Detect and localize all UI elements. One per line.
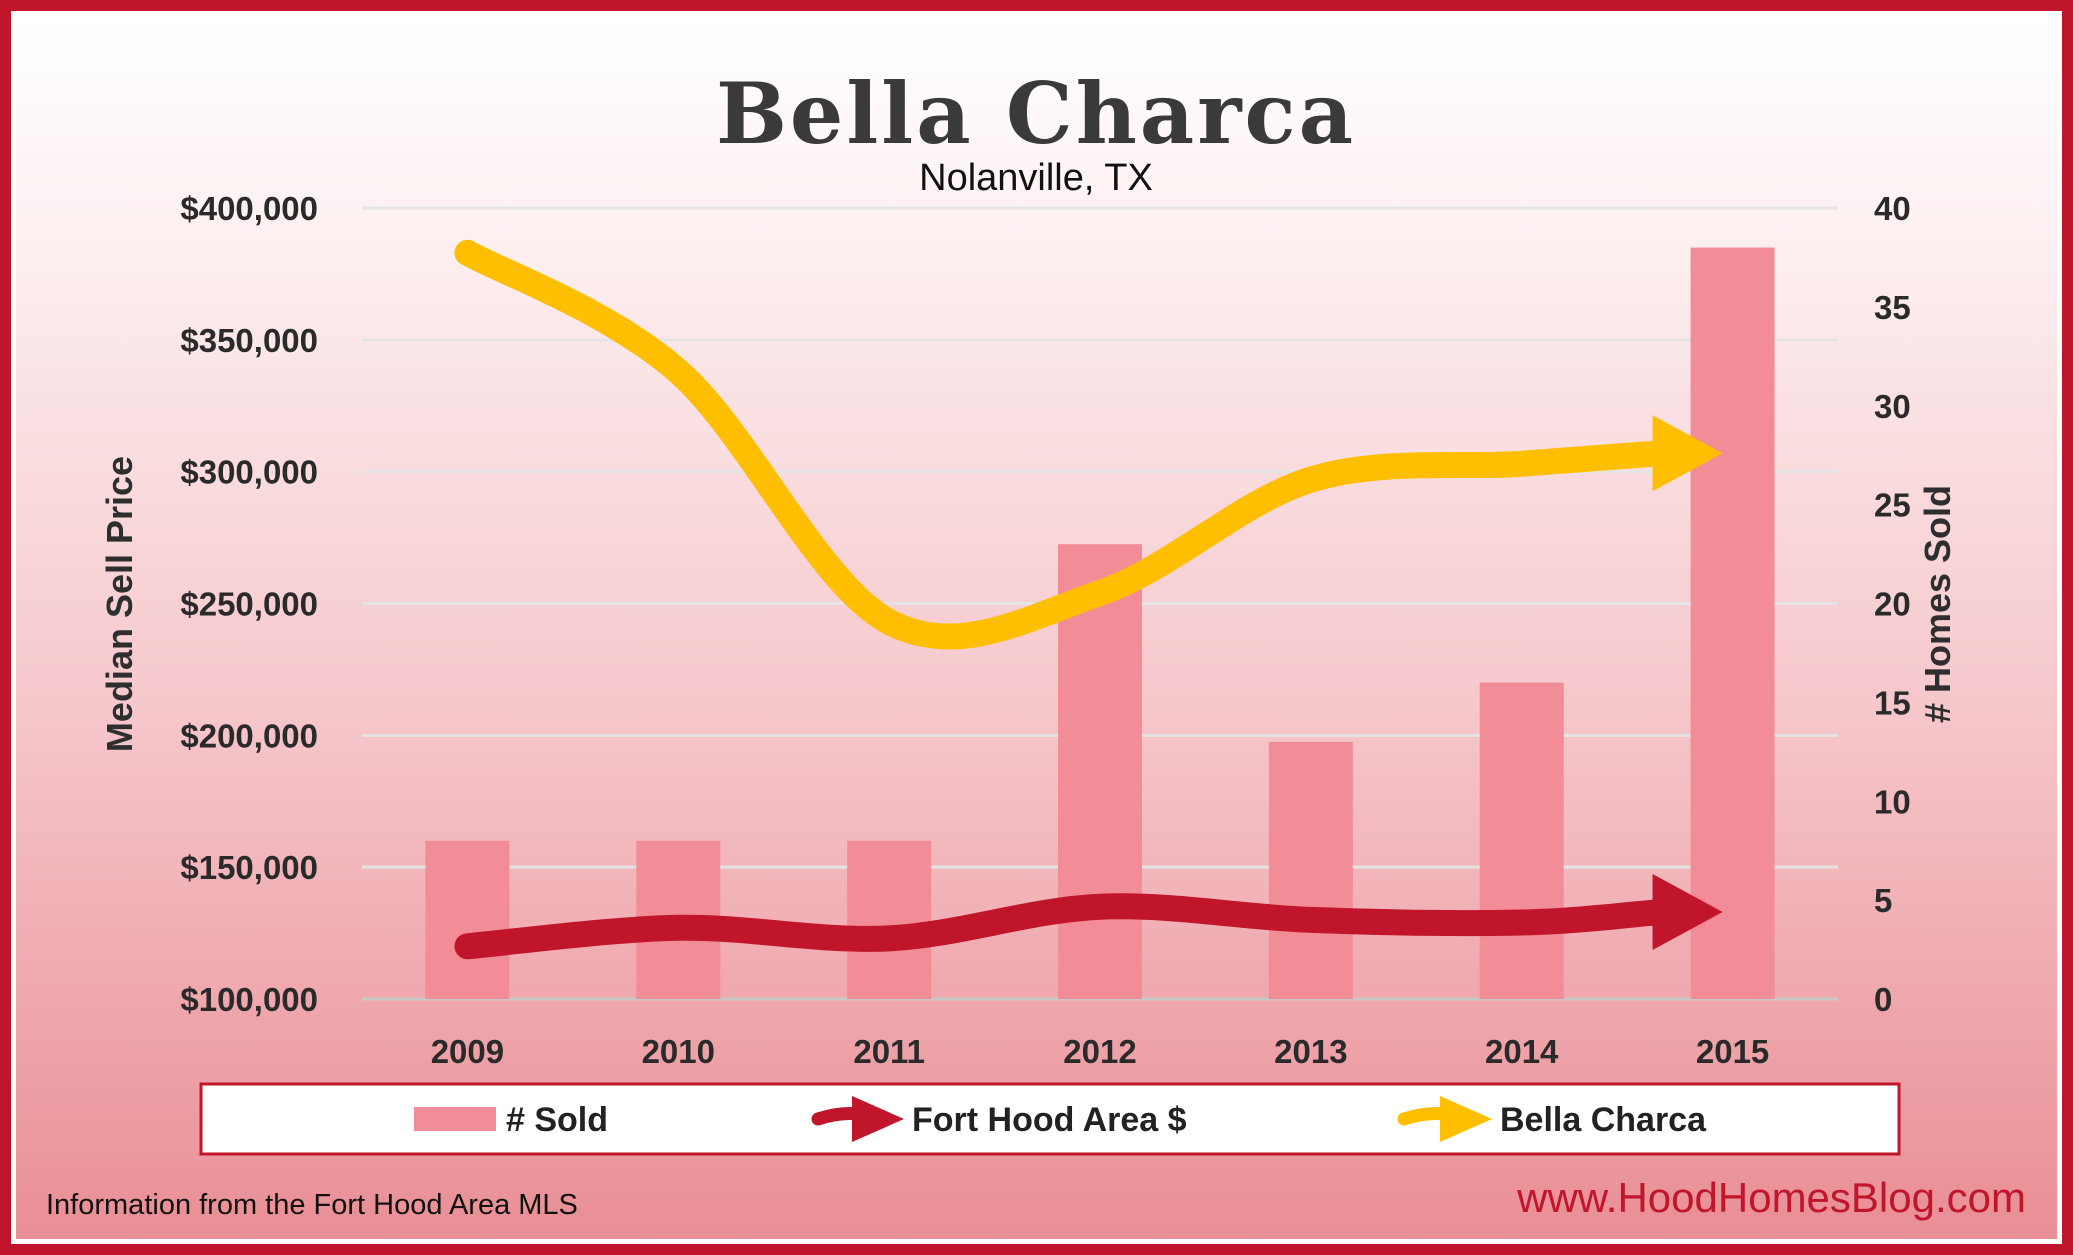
left-tick-label: $300,000 [180, 454, 318, 491]
arrowhead-bella-charca [1652, 415, 1723, 492]
right-tick-label: 15 [1874, 684, 1911, 721]
x-tick-label: 2015 [1696, 1033, 1769, 1070]
right-axis-label: # Homes Sold [1917, 485, 1958, 723]
right-tick-label: 5 [1874, 882, 1892, 919]
left-axis-ticks: $100,000 $150,000 $200,000 $250,000 $300,000… [180, 190, 318, 1018]
right-tick-label: 25 [1874, 487, 1911, 524]
legend-swatch-bella-charca-arrow-icon [1397, 1096, 1492, 1142]
x-tick-label: 2014 [1485, 1033, 1559, 1070]
legend-label-sold: # Sold [506, 1101, 608, 1139]
left-tick-label: $150,000 [180, 849, 318, 886]
right-tick-label: 0 [1874, 981, 1892, 1018]
line-series [454, 239, 1723, 960]
inner-border [11, 11, 2062, 1244]
chart-subtitle: Nolanville, TX [919, 157, 1153, 199]
arrowhead-fort-hood [1652, 873, 1723, 950]
line-fort-hood [454, 893, 1674, 960]
bar [1479, 682, 1564, 999]
x-tick-label: 2011 [853, 1033, 925, 1070]
right-axis-ticks: 0 5 10 15 20 25 30 35 40 [1874, 190, 1911, 1018]
legend-label-fort-hood: Fort Hood Area $ [912, 1101, 1187, 1139]
bar [1058, 544, 1142, 999]
website-link[interactable]: www.HoodHomesBlog.com [1516, 1174, 2026, 1221]
left-tick-label: $350,000 [180, 322, 318, 359]
bar-series [425, 247, 1775, 1000]
legend: # Sold Fort Hood Area $ Bella Charca [199, 1082, 1901, 1156]
left-tick-label: $400,000 [180, 190, 318, 227]
x-axis-ticks: 2009 2010 2011 2012 2013 2014 2015 [431, 1033, 1770, 1070]
right-tick-label: 30 [1874, 388, 1911, 425]
bar [847, 840, 932, 999]
right-tick-label: 40 [1874, 190, 1911, 227]
x-tick-label: 2012 [1063, 1033, 1136, 1070]
bar [1690, 247, 1775, 1000]
right-tick-label: 35 [1874, 289, 1911, 326]
x-tick-label: 2013 [1274, 1033, 1347, 1070]
left-tick-label: $250,000 [180, 586, 318, 623]
legend-label-bella-charca: Bella Charca [1500, 1101, 1707, 1139]
legend-swatch-sold [414, 1107, 496, 1131]
right-tick-label: 10 [1874, 783, 1911, 820]
bar [425, 840, 510, 999]
right-tick-label: 20 [1874, 586, 1911, 623]
chart-title: Bella Charca [716, 64, 1356, 163]
x-tick-label: 2009 [431, 1033, 504, 1070]
bar [1268, 741, 1353, 999]
left-tick-label: $100,000 [180, 981, 318, 1018]
left-tick-label: $200,000 [180, 717, 318, 754]
legend-swatch-fort-hood-arrow-icon [811, 1096, 904, 1142]
source-note: Information from the Fort Hood Area MLS [46, 1189, 578, 1221]
line-bella-charca [454, 239, 1674, 650]
x-tick-label: 2010 [642, 1033, 715, 1070]
left-axis-label: Median Sell Price [99, 456, 140, 752]
